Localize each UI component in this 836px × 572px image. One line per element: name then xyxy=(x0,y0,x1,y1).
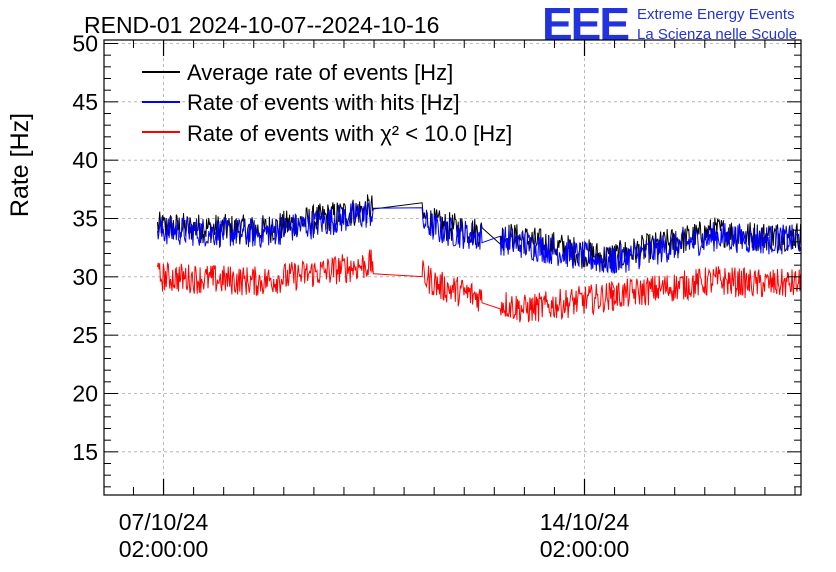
eee-logo-line2: La Scienza nelle Scuole xyxy=(637,26,797,43)
y-tick-label: 25 xyxy=(72,322,98,348)
plot-frame xyxy=(103,39,802,496)
legend-label-chi2: Rate of events with χ² < 10.0 [Hz] xyxy=(187,121,512,146)
x-tick-label-date: 07/10/24 xyxy=(119,509,209,535)
y-tick-label: 35 xyxy=(72,206,98,232)
legend: Average rate of events [Hz] Rate of even… xyxy=(142,60,512,146)
y-tick-label: 45 xyxy=(72,89,98,115)
y-tick-label: 40 xyxy=(72,147,98,173)
legend-label-average: Average rate of events [Hz] xyxy=(187,60,453,85)
axis-ticks: 152025303540455007/10/2402:00:0014/10/24… xyxy=(72,31,801,562)
series-layer xyxy=(157,194,802,323)
legend-label-hits: Rate of events with hits [Hz] xyxy=(187,90,460,115)
eee-logo: EEE Extreme Energy Events La Scienza nel… xyxy=(542,0,797,50)
chart-title: REND-01 2024-10-07--2024-10-16 xyxy=(84,12,439,38)
series-2 xyxy=(157,249,802,323)
y-tick-label: 30 xyxy=(72,264,98,290)
x-tick-label-time: 02:00:00 xyxy=(119,536,209,562)
y-axis-title: Rate [Hz] xyxy=(6,113,34,217)
plot-area xyxy=(104,40,801,495)
series-1 xyxy=(157,201,802,274)
x-tick-label-date: 14/10/24 xyxy=(540,509,630,535)
y-tick-label: 50 xyxy=(72,31,98,57)
y-tick-label: 20 xyxy=(72,381,98,407)
eee-logo-line1: Extreme Energy Events xyxy=(637,6,795,23)
series-line xyxy=(157,201,802,274)
x-tick-label-time: 02:00:00 xyxy=(540,536,630,562)
y-tick-label: 15 xyxy=(72,439,98,465)
series-line xyxy=(157,249,802,323)
